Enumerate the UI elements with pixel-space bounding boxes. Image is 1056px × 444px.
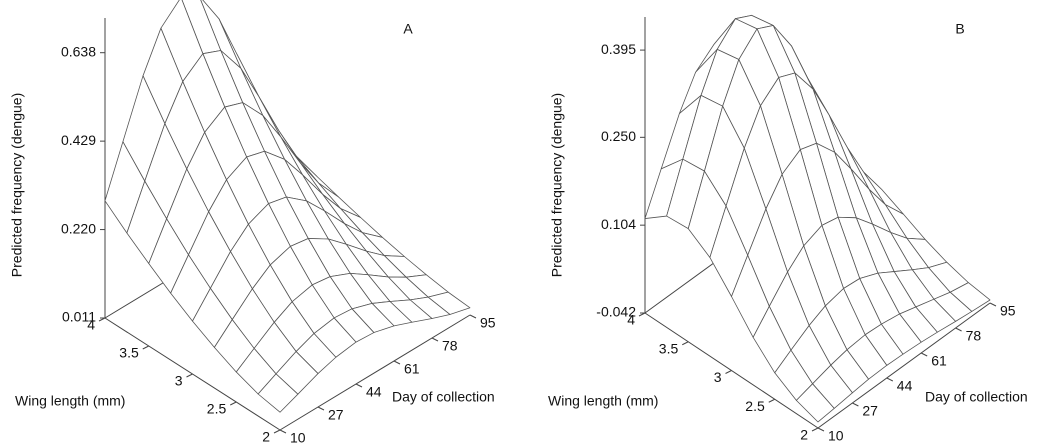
- y-tick-label: 10: [290, 430, 306, 444]
- y-tick-label: 27: [862, 403, 878, 419]
- y-tick-label: 10: [828, 428, 844, 444]
- surface-cell: [795, 383, 835, 423]
- x-tick: [638, 312, 646, 317]
- x-tick: [98, 317, 106, 322]
- x-tick-label: 3: [175, 373, 183, 389]
- y-tick-label: 27: [328, 407, 344, 423]
- y-tick: [393, 360, 401, 365]
- z-tick-label: 0.250: [601, 128, 636, 144]
- z-tick-label: 0.429: [61, 132, 96, 148]
- z-axis-label: Predicted frequency (dengue): [9, 93, 25, 277]
- x-tick-label: 2: [800, 427, 808, 443]
- x-tick: [811, 427, 819, 432]
- z-tick-label: 0.104: [601, 216, 636, 232]
- y-tick: [469, 314, 477, 319]
- y-tick: [817, 427, 825, 432]
- x-tick-label: 3: [714, 369, 722, 385]
- x-tick: [682, 341, 689, 346]
- y-axis-label: Day of collection: [392, 389, 495, 405]
- y-tick: [852, 402, 859, 407]
- y-axis-line: [279, 314, 471, 431]
- y-tick-label: 78: [966, 328, 982, 344]
- x-tick: [142, 345, 149, 350]
- y-tick-label: 95: [1000, 303, 1016, 319]
- z-tick-label: 0.638: [61, 43, 96, 59]
- y-tick-label: 44: [366, 384, 382, 400]
- y-tick-label: 95: [480, 315, 496, 331]
- surface-plot: -0.042 0.104 0.250 0.395 2 2.5 3 3.5 4 10 27 44 61 78…: [548, 14, 1028, 444]
- x-tick-label: 2.5: [207, 401, 227, 417]
- y-tick: [955, 327, 962, 332]
- x-tick-label: 2.5: [745, 398, 765, 414]
- y-tick: [317, 406, 325, 411]
- y-tick-label: 61: [404, 361, 420, 377]
- x-tick-label: 3.5: [659, 340, 679, 356]
- z-tick-label: 0.395: [601, 41, 636, 57]
- x-tick: [186, 373, 193, 378]
- y-tick-label: 61: [931, 353, 947, 369]
- panel-label: A: [403, 21, 413, 37]
- x-axis-label: Wing length (mm): [548, 393, 658, 409]
- y-tick: [279, 429, 287, 434]
- y-axis-label: Day of collection: [925, 389, 1028, 405]
- x-tick-label: 4: [87, 317, 95, 333]
- z-tick-label: -0.042: [596, 304, 636, 320]
- x-tick: [273, 429, 281, 434]
- y-tick: [989, 302, 997, 307]
- y-tick-label: 44: [897, 378, 913, 394]
- y-tick: [355, 383, 363, 388]
- x-tick: [230, 401, 237, 406]
- z-axis-label: Predicted frequency (dengue): [549, 93, 565, 277]
- x-tick-label: 2: [262, 429, 270, 444]
- y-tick: [920, 352, 928, 357]
- x-tick: [725, 370, 732, 374]
- y-tick-label: 78: [442, 338, 458, 354]
- panel-label: B: [955, 21, 964, 37]
- x-axis-label: Wing length (mm): [15, 393, 125, 409]
- y-tick: [886, 377, 894, 382]
- x-tick-label: 3.5: [119, 345, 139, 361]
- z-tick-label: 0.011: [62, 309, 96, 325]
- surface-cell: [257, 373, 299, 413]
- y-tick: [431, 337, 439, 342]
- y-axis-line: [817, 302, 991, 429]
- surface-plot: 0.011 0.220 0.429 0.638 2 2.5 3 3.5 4 10 27 44 61 78 9…: [9, 0, 496, 444]
- x-tick: [768, 398, 775, 403]
- x-tick-label: 4: [627, 312, 635, 328]
- z-tick-label: 0.220: [61, 220, 96, 236]
